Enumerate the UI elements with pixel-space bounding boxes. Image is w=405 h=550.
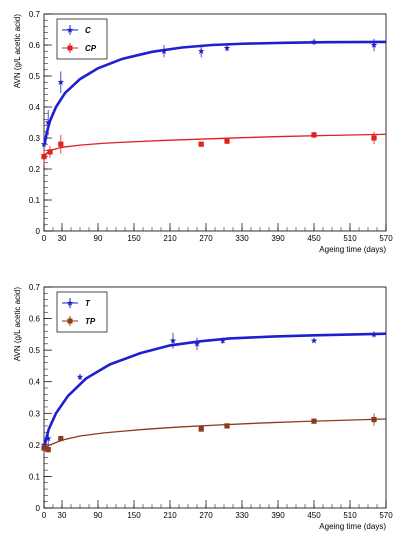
fit-curve	[44, 133, 387, 156]
series-t	[40, 330, 387, 452]
x-tick-label: 570	[379, 234, 393, 243]
data-point	[219, 337, 227, 344]
data-point	[41, 154, 47, 160]
fit-curve	[43, 332, 387, 446]
fit-curve	[44, 418, 387, 449]
data-point	[370, 330, 378, 338]
data-point	[197, 47, 205, 54]
chart-panel-1: 0 0.1 0.2 0.3 0.4 0.5 0.6 0.7 0 30 90 150 210 270 330 3…	[13, 10, 393, 254]
data-point	[57, 78, 65, 85]
data-point	[224, 423, 230, 429]
data-point	[198, 141, 204, 147]
data-point	[45, 446, 51, 453]
legend: C CP	[56, 18, 108, 60]
legend-swatch-marker	[67, 45, 73, 51]
y-tick-label: 0.5	[29, 72, 41, 81]
x-tick-label: 330	[235, 234, 249, 243]
data-point	[223, 44, 231, 51]
x-tick-label: 510	[343, 234, 357, 243]
legend-box	[56, 291, 108, 333]
data-point	[310, 38, 318, 45]
data-point	[371, 135, 377, 141]
data-point	[310, 337, 318, 344]
data-point	[40, 140, 48, 147]
x-tick-label: 270	[199, 511, 213, 520]
y-tick-label: 0.5	[29, 346, 41, 355]
legend-swatch-marker	[66, 26, 74, 33]
x-tick-label: 450	[307, 234, 321, 243]
data-point	[58, 435, 64, 442]
y-tick-label: 0.4	[29, 378, 41, 387]
y-axis-title: AVN (g/L acetic acid)	[13, 287, 22, 362]
x-axis-title: Ageing time (days)	[319, 522, 386, 531]
data-point	[370, 41, 378, 48]
x-tick-label: 510	[343, 511, 357, 520]
legend-label: CP	[85, 44, 97, 53]
data-point	[371, 417, 377, 423]
legend-swatch-marker	[66, 299, 74, 306]
x-tick-label: 210	[163, 511, 177, 520]
data-point	[311, 418, 317, 424]
y-axis-title: AVN (g/L acetic acid)	[13, 14, 22, 89]
data-point	[160, 47, 168, 54]
legend-label: C	[85, 26, 91, 35]
y-tick-label: 0.1	[29, 472, 41, 481]
x-axis-title: Ageing time (days)	[319, 245, 386, 254]
series-cp	[41, 131, 387, 165]
x-tick-label: 0	[42, 234, 47, 243]
fit-curve	[43, 40, 387, 145]
y-tick-label: 0.2	[29, 165, 41, 174]
legend-swatch-marker	[67, 318, 73, 324]
x-tick-label: 330	[235, 511, 249, 520]
y-tick-label: 0.6	[29, 315, 41, 324]
x-tick-label: 210	[163, 234, 177, 243]
x-tick-label: 390	[271, 234, 285, 243]
x-tick-label: 150	[127, 511, 141, 520]
series-tp	[41, 413, 387, 455]
data-point	[44, 435, 52, 442]
x-tick-label: 450	[307, 511, 321, 520]
y-tick-label: 0.6	[29, 41, 41, 50]
data-point	[311, 132, 317, 138]
chart-panel-2: 0 0.1 0.2 0.3 0.4 0.5 0.6 0.7 0 30 90 150 210 270 330 3…	[13, 283, 393, 531]
data-point	[169, 337, 177, 344]
x-tick-label: 90	[94, 511, 103, 520]
data-point	[41, 445, 47, 451]
y-tick-label: 0	[36, 227, 41, 236]
data-point	[44, 119, 52, 126]
series-c	[40, 38, 387, 154]
x-tick-label: 390	[271, 511, 285, 520]
y-tick-label: 0.4	[29, 103, 41, 112]
data-point	[193, 340, 201, 347]
x-tick-label: 150	[127, 234, 141, 243]
y-tick-label: 0	[36, 504, 41, 513]
y-tick-label: 0.7	[29, 283, 41, 292]
data-point	[58, 141, 64, 147]
y-tick-label: 0.3	[29, 409, 41, 418]
data-point	[224, 138, 230, 144]
x-tick-label: 90	[94, 234, 103, 243]
x-tick-label: 30	[58, 234, 67, 243]
data-point	[198, 426, 204, 432]
y-tick-label: 0.2	[29, 441, 41, 450]
y-tick-label: 0.1	[29, 196, 41, 205]
y-tick-label: 0.7	[29, 10, 41, 19]
legend: T TP	[56, 291, 108, 333]
data-point	[47, 149, 53, 155]
x-tick-label: 570	[379, 511, 393, 520]
x-tick-label: 270	[199, 234, 213, 243]
legend-box	[56, 18, 108, 60]
x-tick-label: 30	[58, 511, 67, 520]
legend-label: TP	[85, 317, 96, 326]
data-point	[76, 373, 84, 380]
x-tick-label: 0	[42, 511, 47, 520]
y-tick-label: 0.3	[29, 134, 41, 143]
legend-label: T	[85, 299, 91, 308]
